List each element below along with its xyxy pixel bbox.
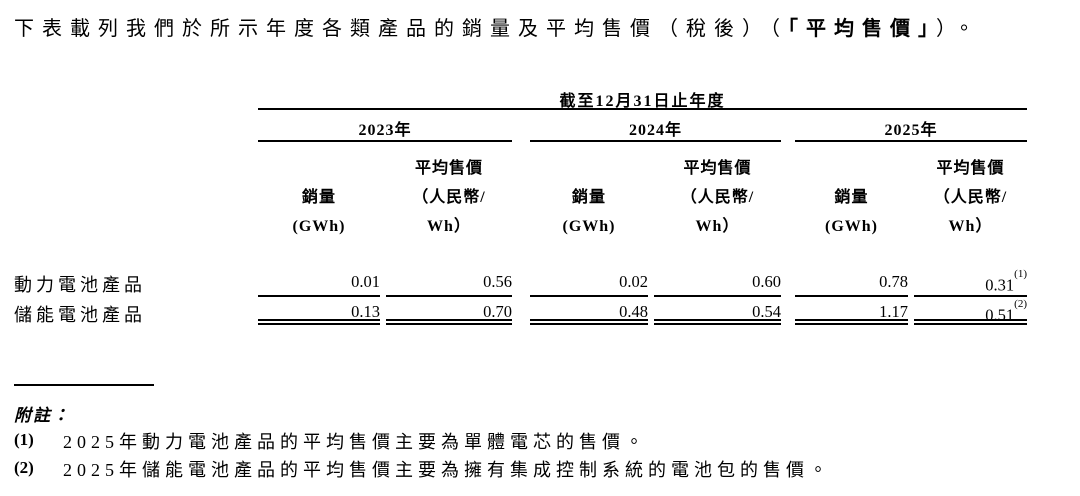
column-header-line: 平均售價 xyxy=(936,160,1005,177)
column-header-asp-2025: 平均售價 （人民幣/ Wh） xyxy=(914,154,1027,241)
column-header-line: 銷量 xyxy=(834,189,869,206)
column-header-line: (GWh) xyxy=(562,218,616,235)
note-text: 2025年儲能電池產品的平均售價主要為擁有集成控制系統的電池包的售價。 xyxy=(63,460,832,480)
column-header-line: Wh） xyxy=(695,218,740,235)
value-number: 0.31 xyxy=(985,275,1015,295)
column-header-volume-2024: 銷量 (GWh) xyxy=(530,183,648,241)
intro-defined-term: 「平均售價」 xyxy=(788,18,936,40)
table-bottom-double-rule xyxy=(386,319,512,325)
value-cell: 0.48 xyxy=(619,302,648,321)
column-header-line: Wh） xyxy=(948,218,993,235)
year-header-2024: 2024年 xyxy=(628,122,682,139)
value-cell: 0.54 xyxy=(752,302,781,321)
footnote-separator xyxy=(14,384,154,386)
row-label-storage-battery: 儲能電池產品 xyxy=(14,305,146,325)
year-rule-2024 xyxy=(530,140,781,142)
value-cell: 0.31(1) xyxy=(914,268,1027,296)
table-bottom-double-rule xyxy=(795,319,908,325)
table-period-header: 截至12月31日止年度 xyxy=(559,93,726,110)
column-header-line: (GWh) xyxy=(825,218,878,235)
column-header-line: 銷量 xyxy=(571,189,606,206)
column-header-volume-2025: 銷量 (GWh) xyxy=(795,183,908,241)
row-rule xyxy=(654,295,781,297)
footnote-ref-2: (2) xyxy=(1014,298,1027,310)
table-bottom-double-rule xyxy=(914,319,1027,325)
column-header-line: （人民幣/ xyxy=(680,189,755,206)
intro-text-before: 下表載列我們於所示年度各類產品的銷量及平均售價（稅後）（ xyxy=(14,18,788,40)
row-rule xyxy=(795,295,908,297)
year-header-2025: 2025年 xyxy=(884,122,938,139)
notes-heading: 附註： xyxy=(14,406,71,425)
row-rule xyxy=(530,295,648,297)
column-header-asp-2023: 平均售價 （人民幣/ Wh） xyxy=(386,154,512,241)
value-cell: 0.78 xyxy=(879,272,908,291)
note-text: 2025年動力電池產品的平均售價主要為單體電芯的售價。 xyxy=(63,432,648,452)
intro-text-after: ）。 xyxy=(936,18,982,40)
value-cell: 0.01 xyxy=(351,272,380,291)
row-rule xyxy=(258,295,380,297)
note-marker: (1) xyxy=(14,430,34,449)
year-rule-2025 xyxy=(795,140,1027,142)
footnote-ref-1: (1) xyxy=(1014,268,1027,280)
column-header-asp-2024: 平均售價 （人民幣/ Wh） xyxy=(654,154,781,241)
column-header-line: 銷量 xyxy=(301,189,336,206)
column-header-line: (GWh) xyxy=(292,218,346,235)
table-bottom-double-rule xyxy=(530,319,648,325)
row-rule xyxy=(914,295,1027,297)
column-header-line: 平均售價 xyxy=(414,160,483,177)
row-rule xyxy=(386,295,512,297)
table-top-rule xyxy=(258,108,1027,110)
value-cell: 0.56 xyxy=(483,272,512,291)
column-header-line: Wh） xyxy=(427,218,471,235)
row-label-power-battery: 動力電池產品 xyxy=(14,275,146,295)
column-header-line: （人民幣/ xyxy=(412,189,486,206)
value-cell: 0.60 xyxy=(752,272,781,291)
column-header-line: （人民幣/ xyxy=(933,189,1008,206)
intro-paragraph: 下表載列我們於所示年度各類產品的銷量及平均售價（稅後）（「平均售價」）。 xyxy=(14,12,1070,41)
value-cell: 0.70 xyxy=(483,302,512,321)
year-header-2023: 2023年 xyxy=(358,122,412,139)
value-cell: 1.17 xyxy=(879,302,908,321)
value-cell: 0.13 xyxy=(351,302,380,321)
year-rule-2023 xyxy=(258,140,512,142)
value-cell: 0.02 xyxy=(619,272,648,291)
column-header-volume-2023: 銷量 (GWh) xyxy=(258,183,380,241)
column-header-line: 平均售價 xyxy=(683,160,752,177)
note-marker: (2) xyxy=(14,458,34,477)
table-bottom-double-rule xyxy=(654,319,781,325)
table-bottom-double-rule xyxy=(258,319,380,325)
